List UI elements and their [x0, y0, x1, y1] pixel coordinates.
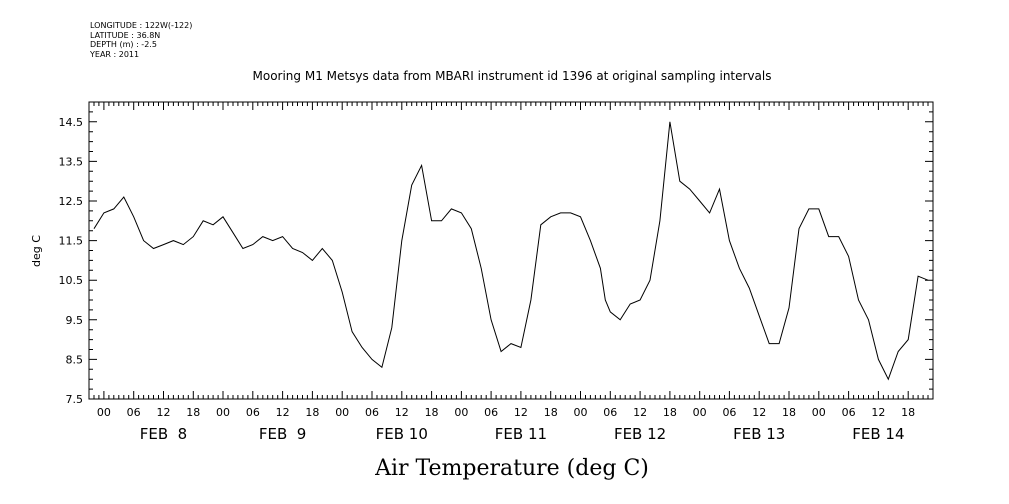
day-label: FEB 12 — [614, 425, 666, 443]
y-tick-label: 14.5 — [59, 116, 84, 129]
x-tick-label: 18 — [663, 406, 677, 419]
x-tick-label: 12 — [156, 406, 170, 419]
x-tick-label: 06 — [484, 406, 498, 419]
y-tick-label: 13.5 — [59, 155, 84, 168]
x-tick-label: 18 — [901, 406, 915, 419]
x-tick-label: 00 — [574, 406, 588, 419]
day-label: FEB 8 — [140, 425, 187, 443]
x-tick-label: 18 — [544, 406, 558, 419]
x-tick-label: 18 — [782, 406, 796, 419]
x-tick-label: 06 — [365, 406, 379, 419]
metadata-block: LONGITUDE : 122W(-122) LATITUDE : 36.8N … — [90, 21, 192, 59]
depth-text: DEPTH (m) : -2.5 — [90, 40, 157, 49]
latitude-text: LATITUDE : 36.8N — [90, 30, 161, 40]
y-axis-label: deg C — [30, 235, 43, 267]
x-tick-label: 00 — [216, 406, 230, 419]
y-tick-label: 8.5 — [66, 353, 84, 366]
y-tick-labels: 7.5 8.5 9.5 10.5 11.5 12.5 13.5 14.5 — [59, 116, 84, 406]
x-tick-label: 06 — [127, 406, 141, 419]
y-tick-label: 7.5 — [66, 393, 84, 406]
x-axis-label: Air Temperature (deg C) — [374, 456, 649, 481]
x-tick-label: 00 — [812, 406, 826, 419]
x-tick-label: 00 — [97, 406, 111, 419]
x-tick-label: 18 — [186, 406, 200, 419]
x-tick-label: 00 — [335, 406, 349, 419]
day-label: FEB 9 — [259, 425, 306, 443]
day-label: FEB 14 — [852, 425, 904, 443]
x-tick-label: 00 — [693, 406, 707, 419]
x-tick-label: 18 — [425, 406, 439, 419]
y-tick-label: 9.5 — [66, 314, 84, 327]
x-tick-labels: 00 06 12 18 00 06 12 18 00 06 12 18 00 06 12 18 00 06 12 18… — [97, 406, 915, 419]
x-tick-label: 06 — [246, 406, 260, 419]
series-line — [93, 121, 929, 381]
day-label: FEB 13 — [733, 425, 785, 443]
x-tick-label: 06 — [842, 406, 856, 419]
x-tick-label: 18 — [305, 406, 319, 419]
x-tick-label: 12 — [395, 406, 409, 419]
plot-frame — [88, 101, 934, 400]
x-tick-label: 12 — [633, 406, 647, 419]
longitude-text: LONGITUDE : 122W(-122) — [90, 21, 193, 30]
x-tick-label: 00 — [454, 406, 468, 419]
axis-ticks — [88, 101, 934, 400]
x-tick-label: 12 — [752, 406, 766, 419]
x-tick-label: 12 — [276, 406, 290, 419]
day-label: FEB 11 — [495, 425, 547, 443]
y-tick-label: 10.5 — [59, 274, 84, 287]
day-labels: FEB 8 FEB 9 FEB 10 FEB 11 FEB 12 FEB 13 FEB 14 — [140, 425, 905, 443]
year-text: YEAR : 2011 — [90, 49, 140, 59]
x-tick-label: 12 — [871, 406, 885, 419]
chart-title: Mooring M1 Metsys data from MBARI instru… — [253, 69, 772, 83]
y-tick-label: 11.5 — [59, 235, 84, 248]
tick-marks — [88, 101, 934, 400]
x-tick-label: 12 — [514, 406, 528, 419]
x-tick-label: 06 — [722, 406, 736, 419]
day-label: FEB 10 — [376, 425, 428, 443]
x-tick-label: 06 — [603, 406, 617, 419]
y-tick-label: 12.5 — [59, 195, 84, 208]
